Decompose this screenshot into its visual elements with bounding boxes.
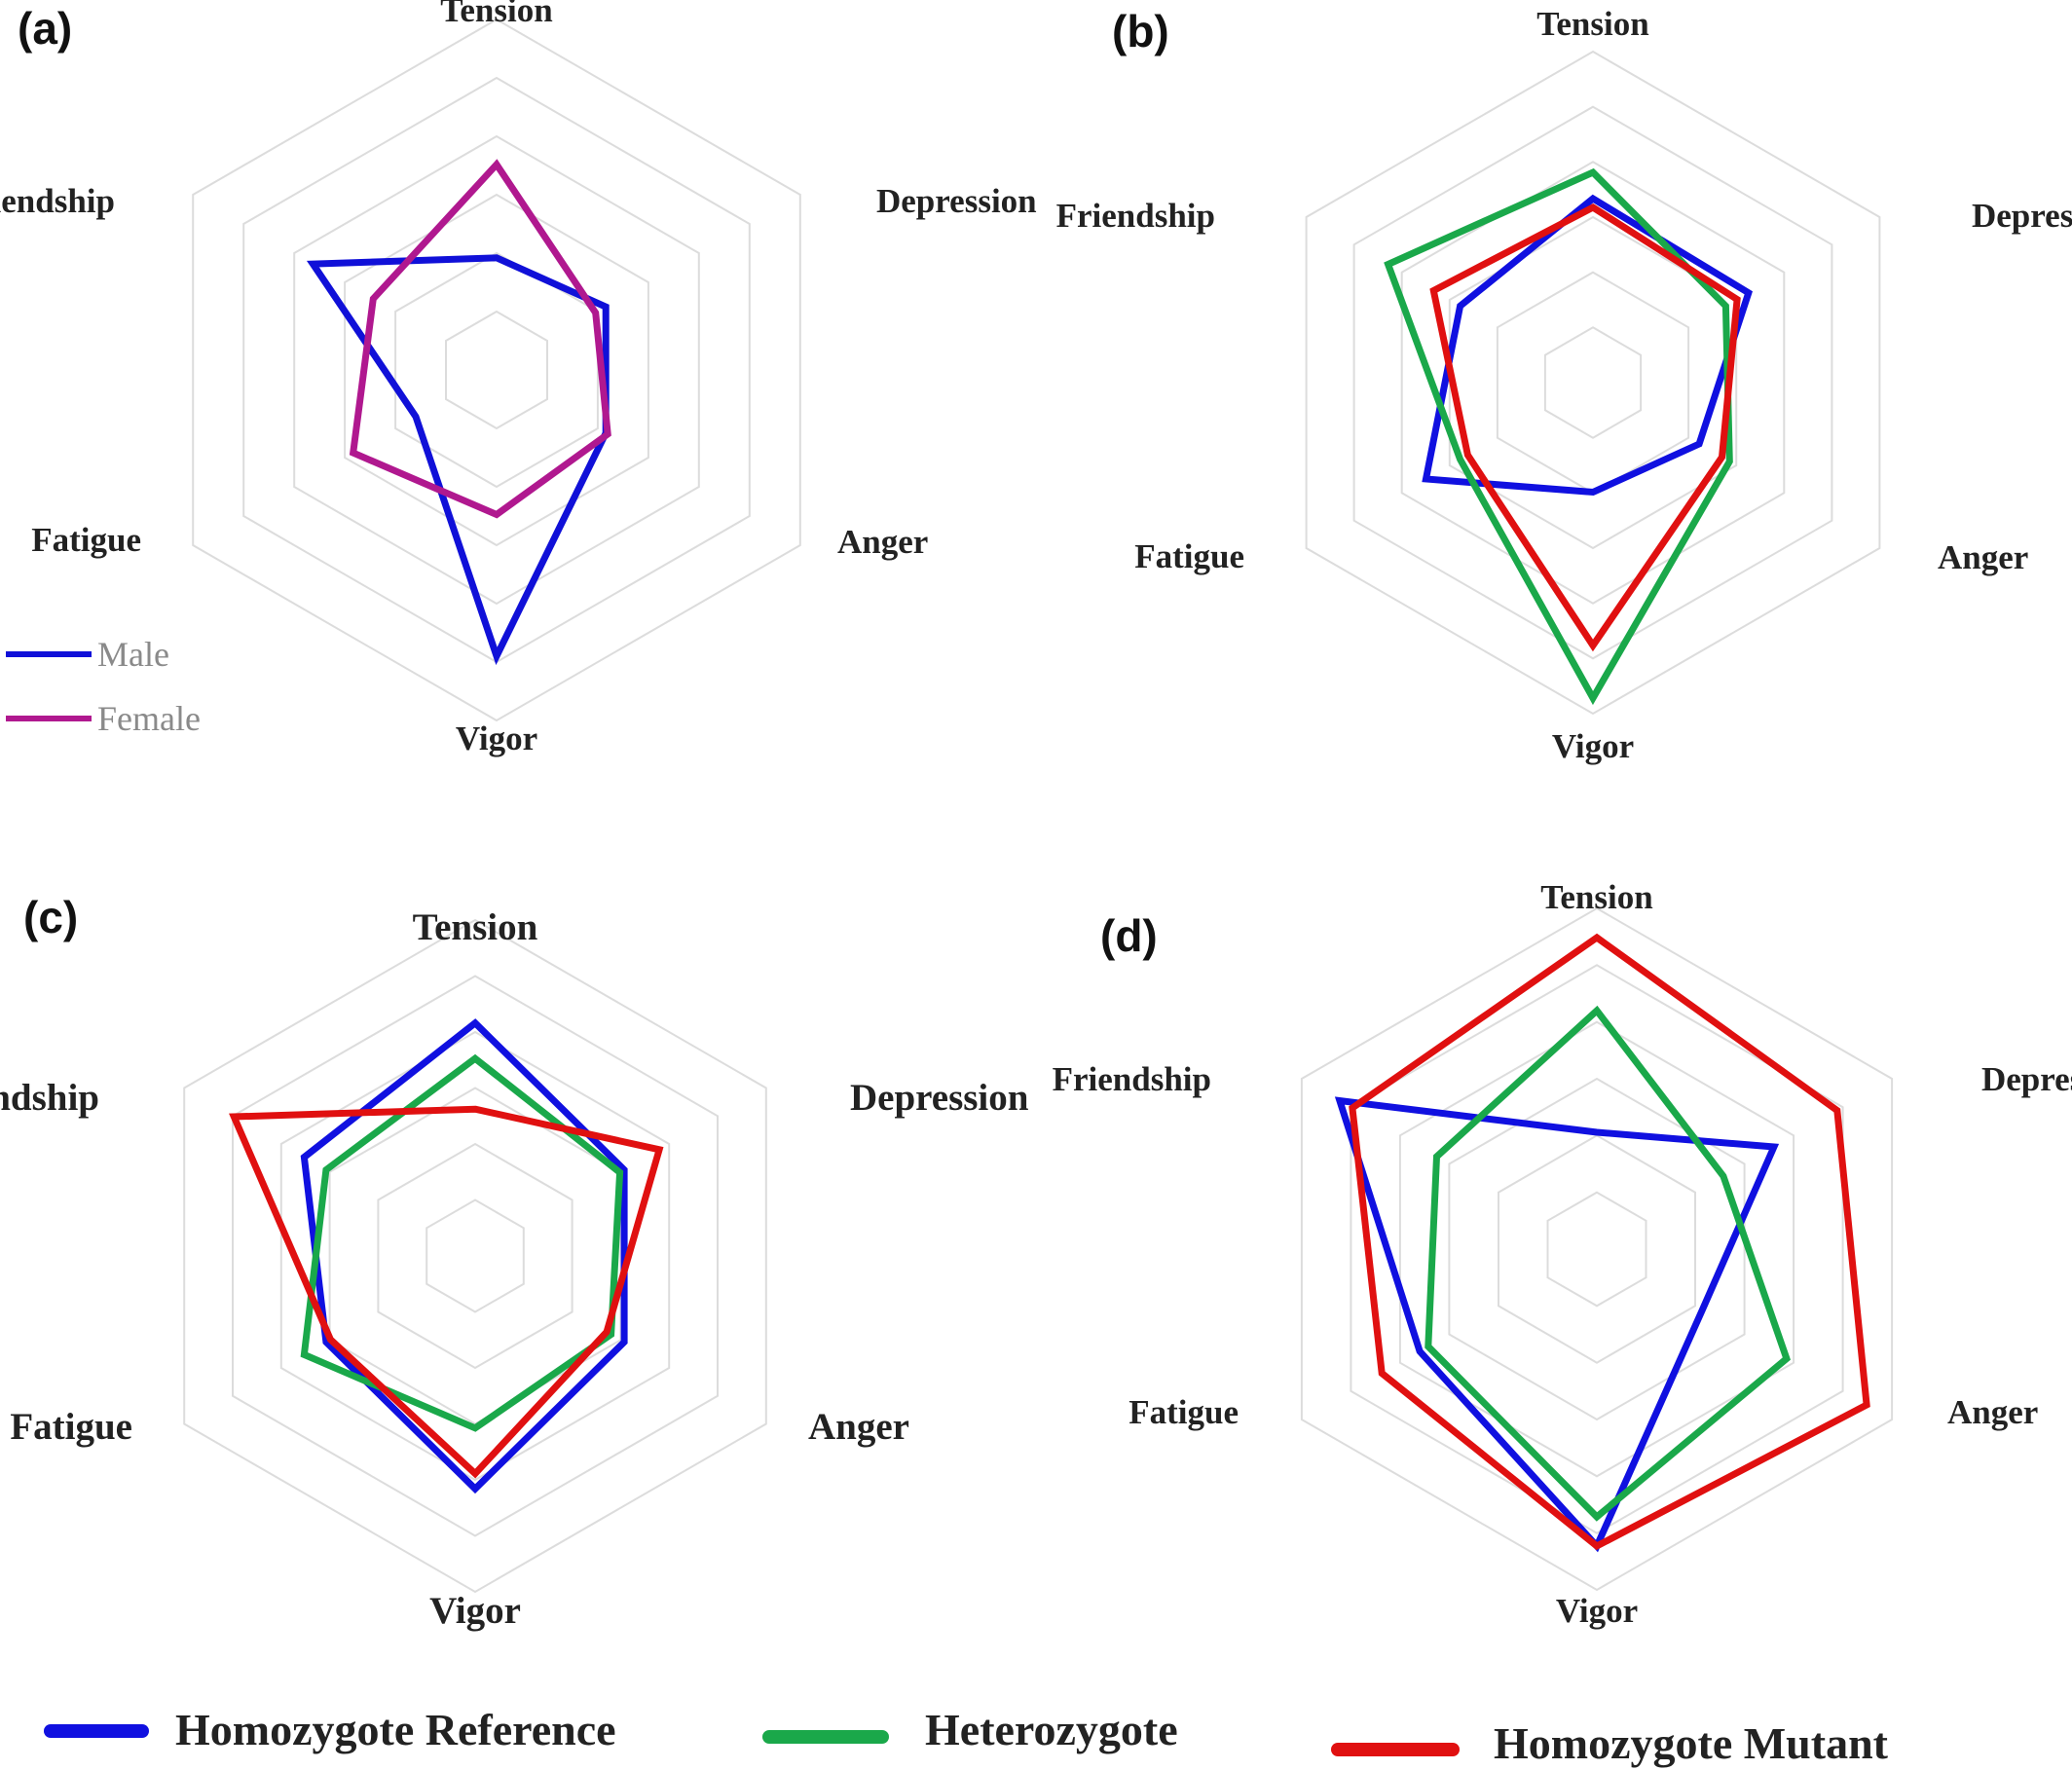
axis-label-anger: Anger <box>1947 1393 2038 1431</box>
axis-label-vigor: Vigor <box>456 719 537 757</box>
grid-ring <box>183 918 767 1594</box>
bottom-legend-label-homozygote-mutant: Homozygote Mutant <box>1494 1718 1889 1768</box>
axis-label-fatigue: Fatigue <box>10 1406 132 1448</box>
axis-label-anger: Anger <box>1938 538 2028 576</box>
axis-label-vigor: Vigor <box>1556 1592 1638 1630</box>
panel-label: (c) <box>23 892 78 942</box>
grid-ring <box>1400 161 1786 605</box>
axis-label-fatigue: Fatigue <box>31 521 141 559</box>
axis-label-vigor: Vigor <box>429 1590 521 1632</box>
axis-label-depression: Depression <box>850 1077 1029 1119</box>
radar-panel-d: (d) Tension Depression Anger Vigor Fatigue Fri… <box>1053 878 2072 1630</box>
grid-ring <box>1305 50 1881 716</box>
grid-ring <box>192 18 801 722</box>
grid-ring <box>1352 105 1833 660</box>
series-line-heterozygote <box>300 1053 624 1432</box>
axis-label-fatigue: Fatigue <box>1128 1393 1239 1431</box>
axis-label-friendship: Friendship <box>0 182 115 220</box>
axis-label-vigor: Vigor <box>1552 727 1634 765</box>
series-line-homozygote-reference <box>300 1018 628 1494</box>
axis-label-friendship: Friendship <box>1053 1060 1211 1098</box>
axis-label-friendship: Friendship <box>0 1077 99 1119</box>
grid-ring <box>279 1030 671 1482</box>
series-line-heterozygote <box>1384 167 1733 706</box>
series-line-homozygote-mutant <box>1429 203 1741 652</box>
panel-label: (d) <box>1100 910 1158 961</box>
bottom-legend-label-heterozygote: Heterozygote <box>925 1705 1178 1754</box>
legend-label-male: Male <box>97 635 169 674</box>
panel-label: (a) <box>18 3 72 54</box>
axis-label-depression: Depression <box>1981 1060 2072 1098</box>
radar-panel-b: (b) Tension Depression Anger Vigor Fatigue Fri… <box>1056 5 2072 765</box>
axis-label-fatigue: Fatigue <box>1134 537 1244 575</box>
radar-panel-c: (c) Tension Depression Anger Vigor Fatigue Fri… <box>0 892 1029 1632</box>
legend-label-female: Female <box>97 699 201 738</box>
grid-ring <box>1398 1020 1795 1478</box>
grid-ring <box>1300 906 1894 1592</box>
bottom-legend-label-homozygote-reference: Homozygote Reference <box>175 1705 616 1754</box>
axis-label-anger: Anger <box>837 523 928 561</box>
series-line-homozygote-reference <box>1422 194 1753 497</box>
series-line-male <box>306 254 610 666</box>
series-line-homozygote-mutant <box>229 1105 664 1479</box>
grid-ring <box>445 310 548 430</box>
grid-ring <box>1543 326 1643 439</box>
grid-ring <box>1350 964 1844 1534</box>
grid-ring <box>1498 1134 1696 1364</box>
axis-label-tension: Tension <box>440 0 552 29</box>
axis-label-tension: Tension <box>1540 878 1652 916</box>
series-line-heterozygote <box>1424 1005 1791 1522</box>
axis-label-tension: Tension <box>1536 5 1648 43</box>
axis-label-depression: Depression <box>1972 197 2072 235</box>
axis-label-friendship: Friendship <box>1056 197 1215 235</box>
series-line-homozygote-mutant <box>1349 933 1870 1551</box>
grid-ring <box>344 193 649 547</box>
panel-label: (b) <box>1112 6 1169 56</box>
axis-label-depression: Depression <box>876 182 1037 220</box>
bottom-legend: Homozygote Reference Heterozygote Homozygo… <box>44 1705 1889 1768</box>
grid-ring <box>293 134 700 606</box>
series-line-female <box>349 159 611 519</box>
grid-ring <box>426 1198 525 1313</box>
grid-ring <box>377 1142 574 1370</box>
axis-label-tension: Tension <box>413 906 538 948</box>
axis-label-anger: Anger <box>808 1406 909 1448</box>
radar-panel-a: (a) Tension Depression Anger Vigor Fatigue Fri… <box>0 0 1037 757</box>
grid-ring <box>1546 1191 1647 1308</box>
grid-ring <box>1448 1077 1746 1421</box>
